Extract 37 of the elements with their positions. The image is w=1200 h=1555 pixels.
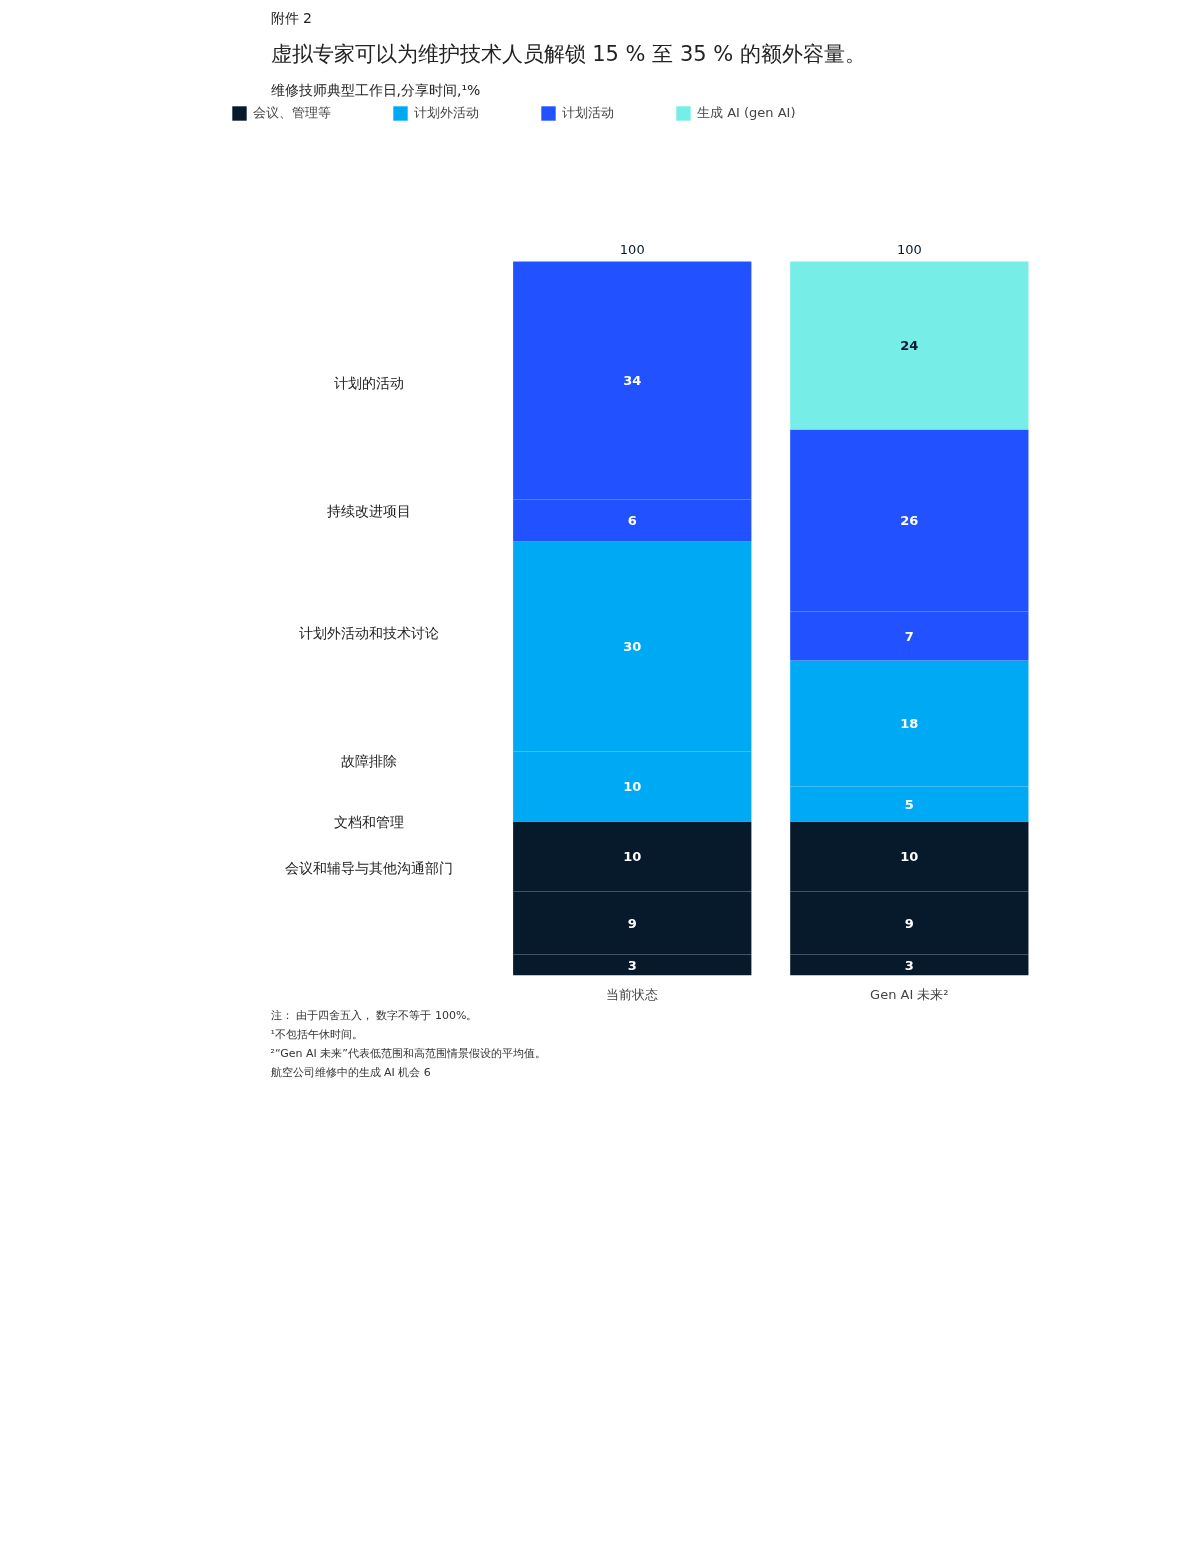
data-label: 5: [904, 796, 914, 812]
text: 计划的活动: [334, 374, 405, 391]
data-label: 3: [904, 957, 914, 973]
text: 文档和管理: [334, 814, 405, 830]
text: 会议和辅导与其他沟通部门: [285, 860, 454, 877]
data-label: 6: [627, 513, 637, 529]
data-label: 30: [623, 639, 642, 655]
legend-label: 生成 AI (gen AI): [697, 104, 796, 122]
data-label: 7: [904, 628, 914, 644]
text: 附件 2: [270, 9, 312, 26]
text: ²“Gen AI 未来”代表低范围和高范围情景假设的平均值。: [270, 1046, 546, 1060]
text: 故障排除: [341, 753, 398, 770]
total-label: 100: [619, 242, 645, 258]
text: 持续改进项目: [327, 503, 412, 520]
legend-label: 计划外活动: [414, 104, 479, 122]
data-label: 10: [623, 849, 642, 865]
data-label: 34: [623, 373, 642, 389]
x-tick-label: 当前状态: [606, 986, 659, 1002]
bar: [790, 261, 1029, 430]
data-label: 24: [900, 338, 919, 354]
data-label: 3: [627, 957, 637, 973]
data-label: 9: [627, 915, 637, 931]
text: ¹不包括午休时间。: [270, 1027, 363, 1041]
chart-title: 虚拟专家可以为维护技术人员解锁 15 % 至 35 % 的额外容量。: [270, 41, 866, 66]
data-label: 10: [623, 779, 642, 795]
x-tick-label: Gen AI 未来²: [870, 986, 949, 1002]
data-label: 26: [900, 513, 919, 529]
legend-label: 计划活动: [562, 104, 614, 122]
data-label: 18: [900, 716, 919, 732]
data-label: 9: [904, 915, 914, 931]
text: 维修技师典型工作日,分享时间,¹%: [270, 81, 481, 98]
legend-label: 会议、管理等: [253, 104, 331, 122]
total-label: 100: [896, 242, 922, 258]
text: 航空公司维修中的生成 AI 机会 6: [270, 1065, 431, 1079]
text: 注： 由于四舍五入， 数字不等于 100%。: [270, 1008, 478, 1022]
data-label: 10: [900, 849, 919, 865]
text: 计划外活动和技术讨论: [299, 624, 440, 641]
